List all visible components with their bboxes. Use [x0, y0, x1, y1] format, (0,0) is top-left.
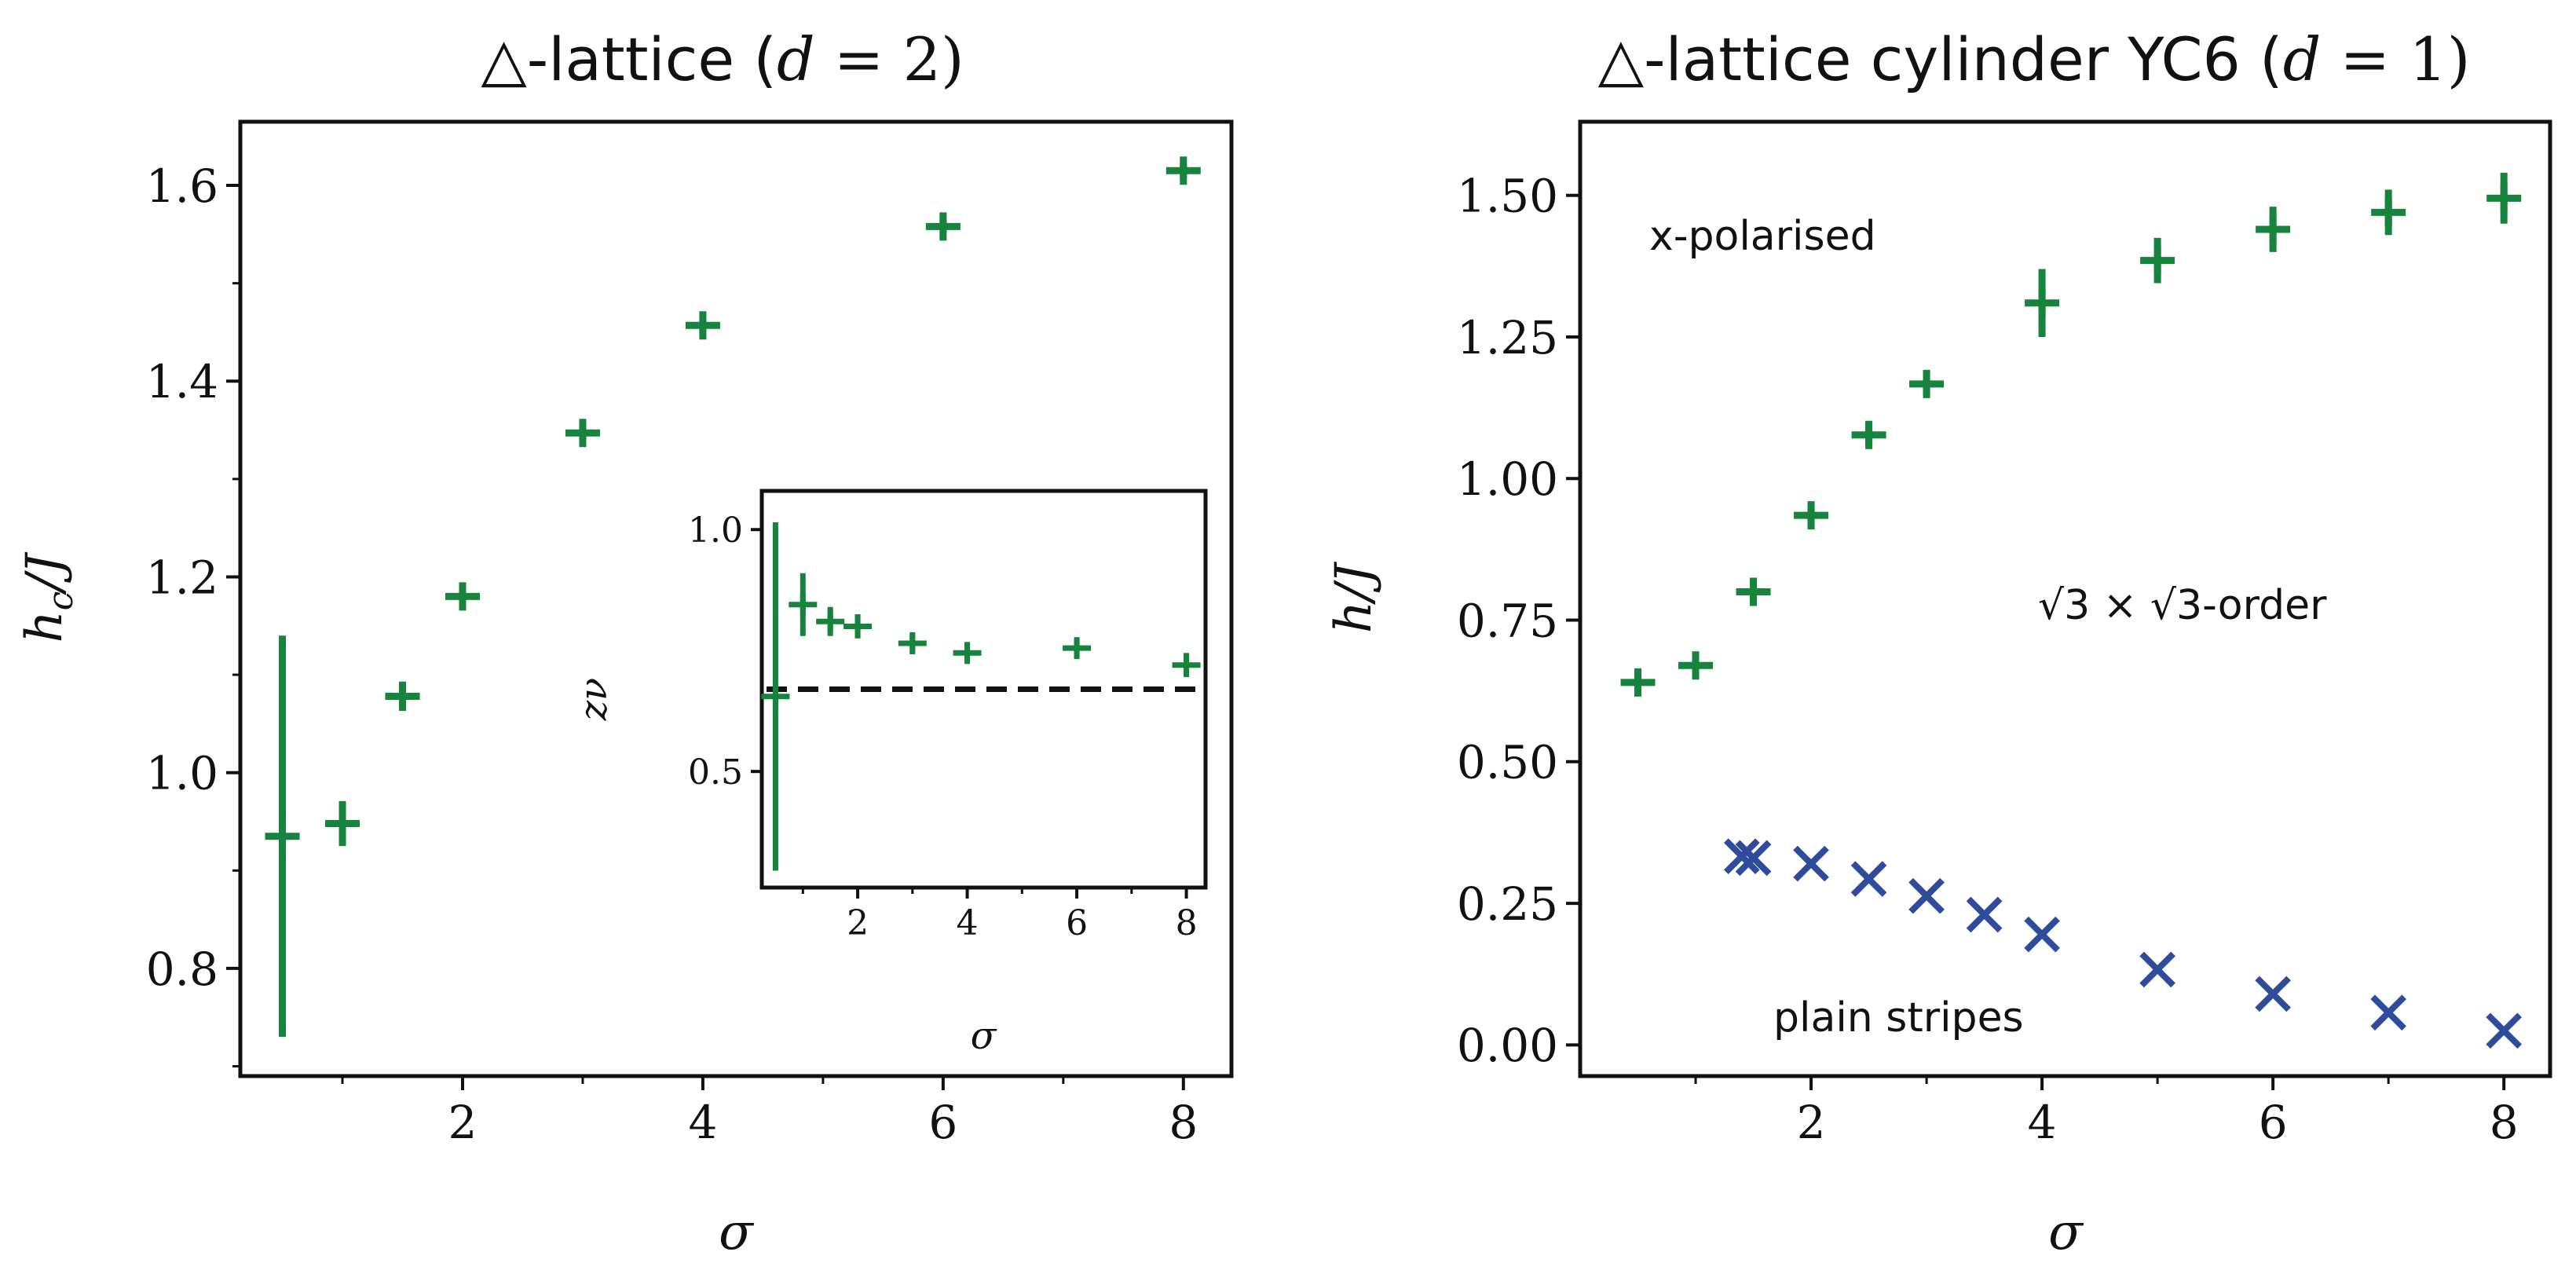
inset-y-tick-label: 0.5 — [688, 752, 743, 793]
left-data-point — [325, 800, 360, 847]
left-chart-title: △-lattice (d = 2) — [481, 24, 964, 94]
annotation-x-polarised: x-polarised — [1649, 213, 1876, 260]
annotation-sqrt3-order: √3 × √3-order — [2038, 582, 2327, 629]
left-x-tick-label: 8 — [1169, 1096, 1198, 1149]
right-marker-x2 — [1908, 877, 1945, 914]
right-data-point — [1851, 420, 1886, 449]
left-y-tick-label: 1.4 — [146, 355, 218, 408]
inset-data-point — [898, 632, 927, 654]
right-x-tick-label: 6 — [2259, 1096, 2288, 1149]
right-y-tick-label: 0.00 — [1457, 1019, 1558, 1072]
right-data-point — [1793, 845, 1829, 882]
right-x-axis-label: σ — [2048, 1203, 2084, 1261]
inset-data-point — [953, 642, 982, 664]
right-marker-x2 — [1850, 861, 1887, 897]
inset-x-tick-label: 4 — [957, 903, 979, 943]
right-data-point — [1908, 877, 1945, 914]
right-marker-x2 — [1735, 840, 1772, 877]
inset-data-point — [789, 573, 818, 636]
right-data-point — [2370, 994, 2406, 1031]
right-data-point — [2256, 207, 2291, 252]
annotation-plain-stripes: plain stripes — [1773, 994, 2024, 1042]
left-y-tick-label: 0.8 — [146, 943, 218, 996]
right-chart-title: △-lattice cylinder YC6 (d = 1) — [1598, 24, 2471, 94]
right-y-tick-label: 1.50 — [1457, 170, 1558, 223]
inset-x-tick-label: 6 — [1066, 903, 1088, 943]
left-y-axis-label: hc/J — [16, 551, 81, 642]
left-y-tick-label: 1.6 — [146, 159, 218, 213]
right-data-point — [2140, 237, 2175, 284]
right-x-tick-label: 2 — [1797, 1096, 1826, 1149]
right-x-tick-label: 8 — [2490, 1096, 2519, 1149]
left-x-tick-label: 4 — [688, 1096, 717, 1149]
right-data-point — [1794, 501, 1829, 530]
inset-data-point — [843, 614, 873, 639]
right-marker-x2 — [2255, 976, 2291, 1012]
right-marker-x2 — [2370, 994, 2406, 1031]
right-data-point — [1909, 369, 1945, 398]
left-y-tick-label: 1.2 — [146, 551, 218, 604]
left-data-point — [565, 419, 600, 448]
right-data-point — [1735, 840, 1772, 877]
right-y-tick-label: 1.00 — [1457, 452, 1558, 506]
left-x-tick-label: 6 — [928, 1096, 957, 1149]
left-x-tick-label: 2 — [448, 1096, 478, 1149]
right-data-point — [2486, 172, 2522, 224]
right-y-tick-label: 0.25 — [1457, 877, 1558, 931]
right-y-tick-label: 0.75 — [1457, 594, 1558, 647]
right-marker-x2 — [2486, 1012, 2523, 1049]
right-data-point — [2139, 951, 2175, 988]
right-y-tick-label: 1.25 — [1457, 311, 1558, 364]
right-data-point — [1736, 577, 1771, 606]
right-data-point — [1850, 861, 1887, 897]
left-chart: △-lattice (d = 2) 2 4 6 80.81.01.21.41.6 σ … — [16, 24, 1234, 1261]
left-data-point — [385, 681, 420, 712]
left-data-point — [685, 311, 720, 340]
inset-x-tick-label: 2 — [847, 903, 869, 943]
left-data-point — [1165, 156, 1201, 185]
right-data-point — [1966, 896, 2003, 933]
right-marker-x2 — [1966, 896, 2003, 933]
left-x-axis-label: σ — [719, 1203, 755, 1261]
right-y-axis-label: h/J — [1325, 561, 1383, 633]
right-data-point — [2255, 976, 2291, 1012]
left-y-tick-label: 1.0 — [146, 747, 218, 800]
inset-x-axis-label: σ — [971, 1014, 997, 1058]
inset-data-point — [816, 606, 845, 636]
right-marker-x2 — [2024, 916, 2060, 953]
right-data-point — [1724, 838, 1760, 875]
right-data-point — [1678, 651, 1714, 680]
inset-data-point — [761, 522, 790, 871]
left-plot-frame — [238, 119, 1234, 1078]
right-marker-x2 — [1793, 845, 1829, 882]
inset-y-tick-label: 1.0 — [688, 511, 743, 551]
inset-x-tick-label: 8 — [1176, 903, 1198, 943]
inset-chart: 2 4 6 8 0.5 1.0 σ zν — [572, 489, 1208, 1058]
right-marker-x2 — [2139, 951, 2175, 988]
left-data-point — [265, 635, 300, 1038]
right-data-point — [2024, 916, 2060, 953]
inset-plot-frame — [759, 489, 1208, 890]
right-data-point — [2025, 269, 2060, 338]
right-data-point — [2371, 189, 2406, 236]
right-y-tick-label: 0.50 — [1457, 736, 1558, 789]
left-data-point — [925, 212, 961, 241]
left-data-point — [445, 582, 480, 611]
inset-data-point — [1172, 653, 1201, 678]
right-x-tick-label: 4 — [2028, 1096, 2057, 1149]
right-plot-frame — [1578, 119, 2552, 1078]
right-data-point — [2486, 1012, 2523, 1049]
right-chart: △-lattice cylinder YC6 (d = 1) 2 4 6 8 0.00 0… — [1325, 24, 2552, 1261]
right-marker-x2 — [1724, 838, 1760, 875]
right-data-point — [1620, 668, 1656, 697]
inset-y-axis-label: zν — [572, 678, 616, 721]
inset-data-point — [1063, 637, 1092, 660]
